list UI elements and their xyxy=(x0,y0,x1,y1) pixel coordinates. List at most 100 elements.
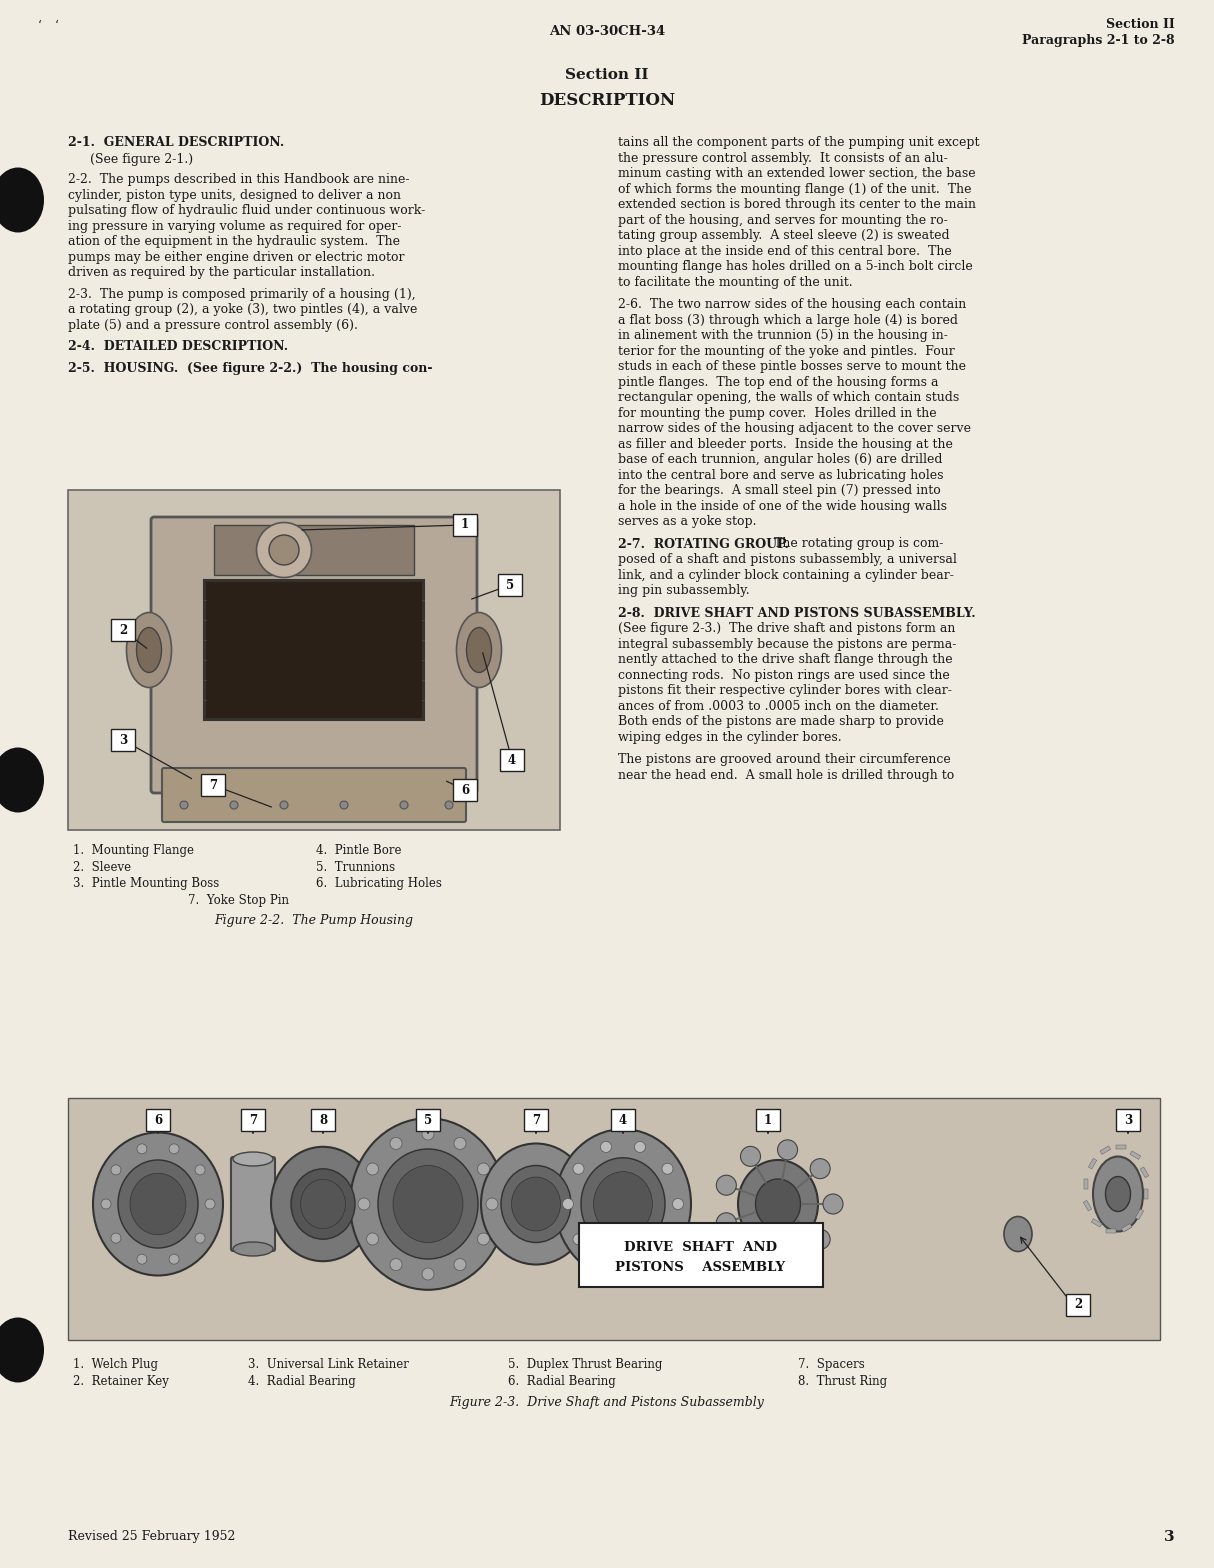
Text: plate (5) and a pressure control assembly (6).: plate (5) and a pressure control assembl… xyxy=(68,318,358,331)
Text: ation of the equipment in the hydraulic system.  The: ation of the equipment in the hydraulic … xyxy=(68,235,399,248)
Ellipse shape xyxy=(270,535,299,564)
Text: 7: 7 xyxy=(532,1113,540,1126)
Text: 7.  Yoke Stop Pin: 7. Yoke Stop Pin xyxy=(188,894,289,906)
Text: 2-5.  HOUSING.  (See figure 2-2.)  The housing con-: 2-5. HOUSING. (See figure 2-2.) The hous… xyxy=(68,362,432,375)
Text: 3.  Pintle Mounting Boss: 3. Pintle Mounting Boss xyxy=(73,877,220,891)
FancyBboxPatch shape xyxy=(202,775,225,797)
Circle shape xyxy=(601,1256,612,1267)
Text: 4.  Pintle Bore: 4. Pintle Bore xyxy=(316,844,402,858)
Text: Figure 2-2.  The Pump Housing: Figure 2-2. The Pump Housing xyxy=(215,914,414,927)
Text: The rotating group is com-: The rotating group is com- xyxy=(766,538,943,550)
Bar xyxy=(1135,1209,1144,1220)
Text: 4: 4 xyxy=(507,754,516,767)
Text: 6.  Lubricating Holes: 6. Lubricating Holes xyxy=(316,877,442,891)
Ellipse shape xyxy=(1106,1176,1130,1212)
Text: 3.  Universal Link Retainer: 3. Universal Link Retainer xyxy=(248,1358,409,1370)
Ellipse shape xyxy=(118,1160,198,1248)
Circle shape xyxy=(358,1198,370,1210)
Text: pulsating flow of hydraulic fluid under continuous work-: pulsating flow of hydraulic fluid under … xyxy=(68,204,425,216)
Text: posed of a shaft and pistons subassembly, a universal: posed of a shaft and pistons subassembly… xyxy=(618,554,957,566)
Bar xyxy=(1140,1167,1148,1178)
Bar xyxy=(68,1098,1161,1341)
Text: rectangular opening, the walls of which contain studs: rectangular opening, the walls of which … xyxy=(618,390,959,405)
Circle shape xyxy=(137,1143,147,1154)
Ellipse shape xyxy=(301,1179,346,1229)
Bar xyxy=(1130,1151,1141,1159)
Text: tains all the component parts of the pumping unit except: tains all the component parts of the pum… xyxy=(618,136,980,149)
Ellipse shape xyxy=(0,168,44,232)
Text: The pistons are grooved around their circumference: The pistons are grooved around their cir… xyxy=(618,753,951,767)
Text: 6: 6 xyxy=(154,1113,161,1126)
Circle shape xyxy=(810,1159,830,1179)
Text: into the central bore and serve as lubricating holes: into the central bore and serve as lubri… xyxy=(618,469,943,481)
Circle shape xyxy=(477,1232,489,1245)
Circle shape xyxy=(367,1163,379,1174)
Circle shape xyxy=(635,1256,646,1267)
Text: Revised 25 February 1952: Revised 25 February 1952 xyxy=(68,1530,236,1543)
Text: base of each trunnion, angular holes (6) are drilled: base of each trunnion, angular holes (6)… xyxy=(618,453,942,466)
Text: ‘: ‘ xyxy=(38,20,41,33)
Text: 2-4.  DETAILED DESCRIPTION.: 2-4. DETAILED DESCRIPTION. xyxy=(68,340,288,353)
Circle shape xyxy=(777,1248,798,1269)
Text: 2: 2 xyxy=(1074,1298,1082,1311)
Circle shape xyxy=(367,1232,379,1245)
FancyBboxPatch shape xyxy=(110,619,135,641)
Ellipse shape xyxy=(0,1317,44,1383)
Circle shape xyxy=(229,801,238,809)
FancyBboxPatch shape xyxy=(579,1223,823,1287)
Ellipse shape xyxy=(136,627,161,673)
Ellipse shape xyxy=(755,1179,800,1229)
Text: in alinement with the trunnion (5) in the housing in-: in alinement with the trunnion (5) in th… xyxy=(618,329,948,342)
Bar xyxy=(1122,1223,1131,1232)
Text: near the head end.  A small hole is drilled through to: near the head end. A small hole is drill… xyxy=(618,768,954,781)
Ellipse shape xyxy=(582,1157,665,1250)
FancyBboxPatch shape xyxy=(453,514,477,536)
Text: connecting rods.  No piston rings are used since the: connecting rods. No piston rings are use… xyxy=(618,668,949,682)
Bar xyxy=(1106,1229,1116,1232)
Bar xyxy=(1084,1179,1088,1189)
Text: driven as required by the particular installation.: driven as required by the particular ins… xyxy=(68,267,375,279)
Text: wiping edges in the cylinder bores.: wiping edges in the cylinder bores. xyxy=(618,731,841,743)
Text: 5.  Duplex Thrust Bearing: 5. Duplex Thrust Bearing xyxy=(507,1358,663,1370)
Text: ‘: ‘ xyxy=(55,20,58,33)
Text: studs in each of these pintle bosses serve to mount the: studs in each of these pintle bosses ser… xyxy=(618,361,966,373)
Ellipse shape xyxy=(233,1152,273,1167)
Text: serves as a yoke stop.: serves as a yoke stop. xyxy=(618,514,756,528)
Circle shape xyxy=(662,1163,673,1174)
Text: 5: 5 xyxy=(424,1113,432,1126)
Text: DRIVE  SHAFT  AND: DRIVE SHAFT AND xyxy=(624,1240,777,1254)
Text: 5.  Trunnions: 5. Trunnions xyxy=(316,861,395,873)
Text: Section II: Section II xyxy=(1106,17,1175,31)
Circle shape xyxy=(180,801,188,809)
Circle shape xyxy=(573,1234,584,1245)
Circle shape xyxy=(635,1142,646,1152)
Ellipse shape xyxy=(233,1242,273,1256)
Text: integral subassembly because the pistons are perma-: integral subassembly because the pistons… xyxy=(618,638,957,651)
Ellipse shape xyxy=(126,613,171,687)
Circle shape xyxy=(101,1200,110,1209)
Text: pumps may be either engine driven or electric motor: pumps may be either engine driven or ele… xyxy=(68,251,404,263)
Text: 2-1.  GENERAL DESCRIPTION.: 2-1. GENERAL DESCRIPTION. xyxy=(68,136,284,149)
Text: 5: 5 xyxy=(506,579,514,591)
FancyBboxPatch shape xyxy=(1116,1109,1140,1131)
Text: of which forms the mounting flange (1) of the unit.  The: of which forms the mounting flange (1) o… xyxy=(618,182,971,196)
Bar xyxy=(204,580,424,720)
Circle shape xyxy=(205,1200,215,1209)
Text: AN 03-30CH-34: AN 03-30CH-34 xyxy=(549,25,665,38)
Ellipse shape xyxy=(501,1165,571,1242)
Text: cylinder, piston type units, designed to deliver a non: cylinder, piston type units, designed to… xyxy=(68,188,401,202)
Text: for the bearings.  A small steel pin (7) pressed into: for the bearings. A small steel pin (7) … xyxy=(618,485,941,497)
Circle shape xyxy=(477,1163,489,1174)
Ellipse shape xyxy=(0,748,44,812)
Circle shape xyxy=(454,1137,466,1149)
Text: 2-7.  ROTATING GROUP.: 2-7. ROTATING GROUP. xyxy=(618,538,789,550)
FancyBboxPatch shape xyxy=(311,1109,335,1131)
Text: 3: 3 xyxy=(1124,1113,1133,1126)
Ellipse shape xyxy=(481,1143,591,1264)
Text: mounting flange has holes drilled on a 5-inch bolt circle: mounting flange has holes drilled on a 5… xyxy=(618,260,972,273)
Text: narrow sides of the housing adjacent to the cover serve: narrow sides of the housing adjacent to … xyxy=(618,422,971,434)
FancyBboxPatch shape xyxy=(611,1109,635,1131)
Ellipse shape xyxy=(256,522,312,577)
Circle shape xyxy=(195,1232,205,1243)
Circle shape xyxy=(137,1254,147,1264)
